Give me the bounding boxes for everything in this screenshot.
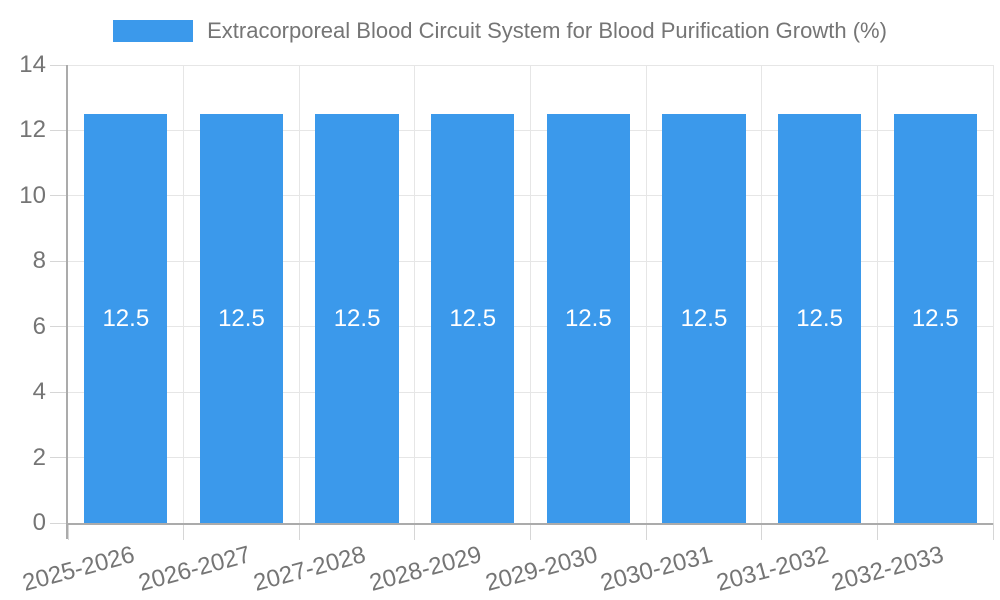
x-axis-tick: [992, 523, 994, 540]
x-axis-label: 2030-2031: [597, 541, 716, 597]
x-axis-tick: [645, 523, 647, 540]
x-axis-tick: [298, 523, 300, 540]
bar-value-label: 12.5: [911, 304, 959, 332]
bar-value-label: 12.5: [564, 304, 612, 332]
x-gridline: [992, 65, 994, 523]
x-axis-label: 2032-2033: [829, 541, 947, 597]
bar[interactable]: 12.5: [893, 114, 977, 523]
x-axis-label: 2026-2027: [135, 541, 254, 597]
bar-value-label: 12.5: [796, 304, 843, 332]
bar[interactable]: 12.5: [199, 114, 284, 523]
bar-value-label: 12.5: [449, 304, 497, 332]
y-axis-label: 2: [32, 443, 46, 471]
x-axis-label: 2027-2028: [250, 541, 369, 597]
y-axis-tick: [50, 195, 68, 197]
x-axis-line: [68, 523, 993, 525]
y-axis-tick: [50, 522, 68, 524]
x-axis-tick: [183, 523, 185, 540]
x-gridline: [298, 65, 300, 523]
x-axis-label: 2025-2026: [19, 541, 138, 597]
x-gridline: [414, 65, 416, 523]
y-axis-label: 0: [32, 509, 46, 536]
y-axis-tick: [50, 64, 68, 66]
y-axis-tick: [50, 326, 68, 328]
y-axis-label: 8: [32, 247, 46, 275]
y-axis-label: 14: [19, 51, 46, 78]
x-gridline: [183, 65, 185, 523]
x-gridline: [876, 65, 878, 523]
bar[interactable]: 12.5: [546, 114, 630, 523]
bar[interactable]: 12.5: [315, 114, 399, 523]
x-axis-tick: [530, 523, 531, 540]
x-axis-label: 2029-2030: [482, 541, 601, 597]
y-axis-label: 6: [32, 312, 46, 340]
x-axis-tick: [67, 523, 69, 540]
y-axis-tick: [50, 457, 68, 459]
x-axis-label: 2031-2032: [713, 541, 832, 597]
bar-value-label: 12.5: [102, 304, 150, 332]
bar[interactable]: 12.5: [431, 114, 515, 523]
y-axis-tick: [50, 260, 68, 262]
x-axis-label: 2028-2029: [366, 541, 485, 597]
bar-value-label: 12.5: [680, 304, 728, 332]
y-axis-line: [66, 65, 68, 539]
legend-label: Extracorporeal Blood Circuit System for …: [207, 18, 887, 43]
x-gridline: [761, 65, 763, 523]
y-axis-label: 4: [32, 378, 46, 406]
x-axis-tick: [876, 523, 878, 540]
bar[interactable]: 12.5: [777, 114, 862, 523]
y-axis-tick: [50, 391, 68, 393]
bar-value-label: 12.5: [218, 304, 265, 332]
legend-swatch: [113, 20, 194, 42]
x-gridline: [530, 65, 531, 523]
y-axis-label: 12: [19, 116, 46, 144]
x-axis-tick: [414, 523, 416, 540]
legend-item[interactable]: Extracorporeal Blood Circuit System for …: [0, 16, 1000, 46]
y-axis-label: 10: [19, 181, 46, 209]
bar[interactable]: 12.5: [662, 114, 746, 523]
x-axis-tick: [761, 523, 763, 540]
bar[interactable]: 12.5: [84, 114, 168, 523]
y-axis-tick: [50, 129, 68, 131]
bar-value-label: 12.5: [333, 304, 381, 332]
x-gridline: [645, 65, 647, 523]
